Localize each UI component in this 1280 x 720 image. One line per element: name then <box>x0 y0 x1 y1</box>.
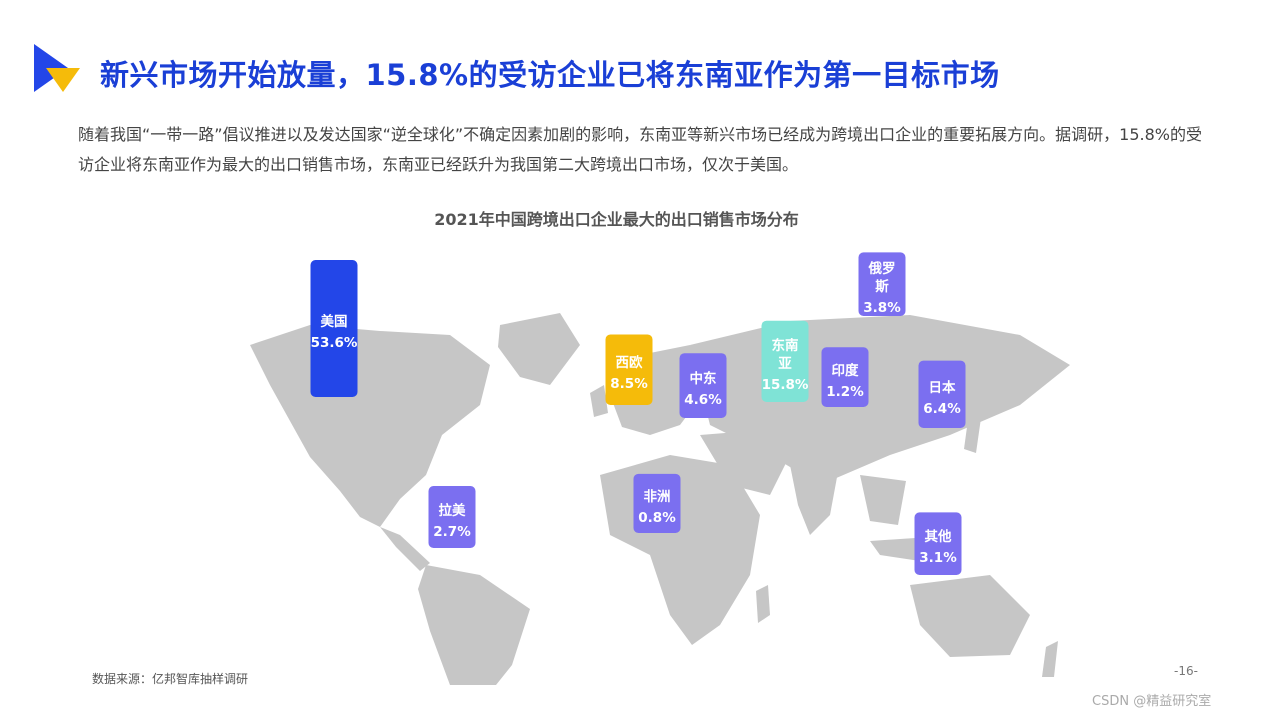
bar-value-8: 0.8% <box>638 509 676 526</box>
bar-category-4: 印度 <box>831 362 859 379</box>
bar-label-0: 美国 53.6% <box>311 313 358 352</box>
bar-value-4: 1.2% <box>826 383 864 400</box>
bar-value-9: 3.1% <box>919 550 957 567</box>
bar-value-3: 15.8% <box>761 376 809 393</box>
bar-label-6: 日本 6.4% <box>923 379 960 418</box>
data-source: 数据来源：亿邦智库抽样调研 <box>92 672 249 686</box>
bar-category-2: 中东 <box>689 371 717 388</box>
page-title: 新兴市场开始放量，15.8%的受访企业已将东南亚作为第一目标市场 <box>100 58 1000 92</box>
bar-label-8: 非洲 0.8% <box>638 488 675 527</box>
intro-paragraph: 随着我国“一带一路”倡议推进以及发达国家“逆全球化”不确定因素加剧的影响，东南亚… <box>78 125 1202 174</box>
bar-category-3: 东南亚 <box>771 337 799 372</box>
bar-label-2: 中东 4.6% <box>684 370 721 409</box>
bar-category-1: 西欧 <box>615 355 643 372</box>
bar-label-7: 拉美 2.7% <box>433 502 470 541</box>
bar-value-7: 2.7% <box>433 523 471 540</box>
bar-value-0: 53.6% <box>310 335 358 351</box>
bar-value-1: 8.5% <box>610 376 648 393</box>
bar-category-7: 拉美 <box>438 502 466 519</box>
bar-category-8: 非洲 <box>643 488 671 505</box>
bar-category-9: 其他 <box>924 529 952 546</box>
bar-value-5: 3.8% <box>863 300 901 317</box>
watermark: CSDN @精益研究室 <box>1092 694 1212 709</box>
bar-label-5: 俄罗斯 3.8% <box>863 260 900 317</box>
chart-title: 2021年中国跨境出口企业最大的出口销售市场分布 <box>434 210 799 229</box>
bar-label-9: 其他 3.1% <box>919 528 956 567</box>
bar-category-6: 日本 <box>928 379 956 396</box>
bar-category-0: 美国 <box>320 314 348 330</box>
bar-label-3: 东南亚 15.8% <box>762 337 809 394</box>
bar-label-4: 印度 1.2% <box>826 362 863 401</box>
bar-value-2: 4.6% <box>684 392 722 409</box>
bar-value-6: 6.4% <box>923 400 961 417</box>
bar-label-1: 西欧 8.5% <box>610 354 647 393</box>
brand-logo-icon <box>34 44 80 92</box>
bar-category-5: 俄罗斯 <box>868 261 896 296</box>
page-number: -16- <box>1174 664 1198 678</box>
